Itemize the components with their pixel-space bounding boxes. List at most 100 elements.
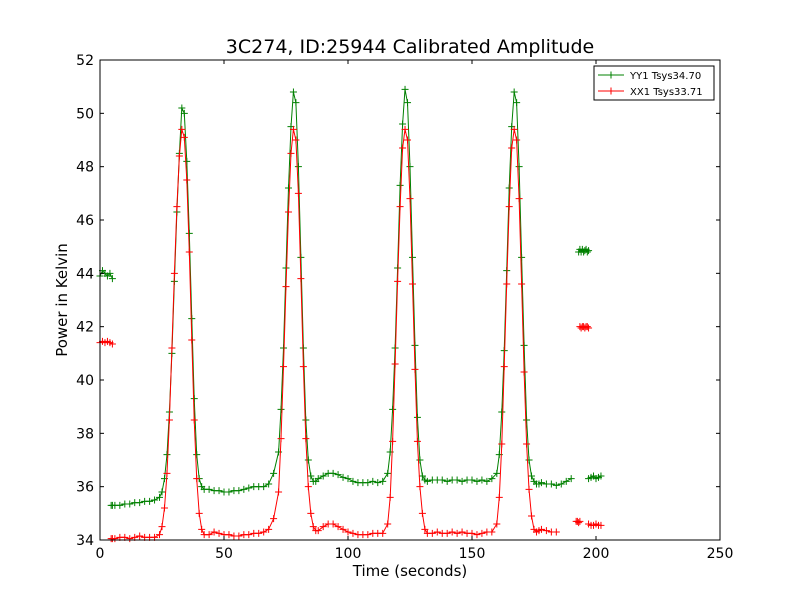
data-point <box>349 529 357 537</box>
data-point <box>508 144 516 152</box>
data-point <box>575 519 583 527</box>
data-point <box>597 472 605 480</box>
data-point <box>108 275 116 283</box>
data-point <box>418 472 426 480</box>
data-point <box>468 476 476 484</box>
data-point <box>205 531 213 539</box>
data-point <box>399 144 407 152</box>
data-point <box>523 416 531 424</box>
data-point <box>235 532 243 540</box>
data-point <box>458 528 466 536</box>
data-point <box>188 336 196 344</box>
data-point <box>260 483 268 491</box>
data-point <box>498 408 506 416</box>
data-point <box>307 509 315 517</box>
data-point <box>411 365 419 373</box>
data-point <box>537 479 545 487</box>
data-point <box>394 277 402 285</box>
data-point <box>523 440 531 448</box>
data-point <box>364 479 372 487</box>
data-point <box>284 184 292 192</box>
data-point <box>406 195 414 203</box>
legend-marker <box>607 71 615 79</box>
data-point <box>498 440 506 448</box>
data-point <box>339 473 347 481</box>
data-point <box>178 104 186 112</box>
data-point <box>583 323 591 331</box>
data-point <box>416 456 424 464</box>
data-point <box>146 497 154 505</box>
data-point <box>265 525 273 533</box>
data-point <box>270 469 278 477</box>
data-point <box>297 275 305 283</box>
data-point <box>473 477 481 485</box>
y-tick-label: 46 <box>76 213 94 229</box>
data-point <box>438 476 446 484</box>
data-point <box>277 435 285 443</box>
data-point <box>552 481 560 489</box>
data-point <box>510 88 518 96</box>
data-point <box>567 475 575 483</box>
data-point <box>183 176 191 184</box>
data-point <box>136 532 144 540</box>
data-point <box>510 125 518 133</box>
data-point <box>401 125 409 133</box>
legend-box <box>593 65 715 101</box>
data-point <box>190 395 198 403</box>
data-point <box>369 477 377 485</box>
data-point <box>416 483 424 491</box>
series-line <box>111 129 557 540</box>
data-point <box>287 149 295 157</box>
data-point <box>163 451 171 459</box>
y-tick-label: 40 <box>76 373 94 389</box>
x-tick-label: 200 <box>583 546 610 562</box>
data-point <box>443 477 451 485</box>
data-point <box>576 517 584 525</box>
data-point <box>260 528 268 536</box>
data-point <box>245 484 253 492</box>
x-tick-label: 100 <box>335 546 362 562</box>
data-point <box>515 163 523 171</box>
data-point <box>205 485 213 493</box>
x-axis-label: Time (seconds) <box>352 562 468 580</box>
data-point <box>364 531 372 539</box>
data-point <box>304 483 312 491</box>
data-point <box>458 477 466 485</box>
data-point <box>292 136 300 144</box>
data-point <box>339 525 347 533</box>
data-point <box>349 477 357 485</box>
data-point <box>344 528 352 536</box>
data-point <box>270 515 278 523</box>
data-point <box>488 528 496 536</box>
data-point <box>413 413 421 421</box>
data-point <box>185 248 193 256</box>
data-point <box>488 475 496 483</box>
data-point <box>297 253 305 261</box>
data-point <box>493 520 501 528</box>
data-point <box>183 157 191 165</box>
data-point <box>334 471 342 479</box>
data-point <box>210 528 218 536</box>
data-point <box>344 475 352 483</box>
data-point <box>319 472 327 480</box>
data-point <box>314 527 322 535</box>
data-point <box>557 480 565 488</box>
data-point <box>585 324 593 332</box>
plot-frame <box>99 59 721 541</box>
data-point <box>108 340 116 348</box>
data-point <box>180 109 188 117</box>
data-point <box>525 456 533 464</box>
data-point <box>289 88 297 96</box>
y-tick-label: 34 <box>76 533 94 549</box>
legend-label: YY1 Tsys34.70 <box>629 71 701 82</box>
x-tick-label: 0 <box>96 546 105 562</box>
data-point <box>513 136 521 144</box>
data-point <box>495 493 503 501</box>
data-point <box>158 488 166 496</box>
data-point <box>468 529 476 537</box>
data-point <box>111 535 119 543</box>
data-point <box>478 529 486 537</box>
data-point <box>198 525 206 533</box>
data-point <box>235 487 243 495</box>
data-point <box>156 531 164 539</box>
